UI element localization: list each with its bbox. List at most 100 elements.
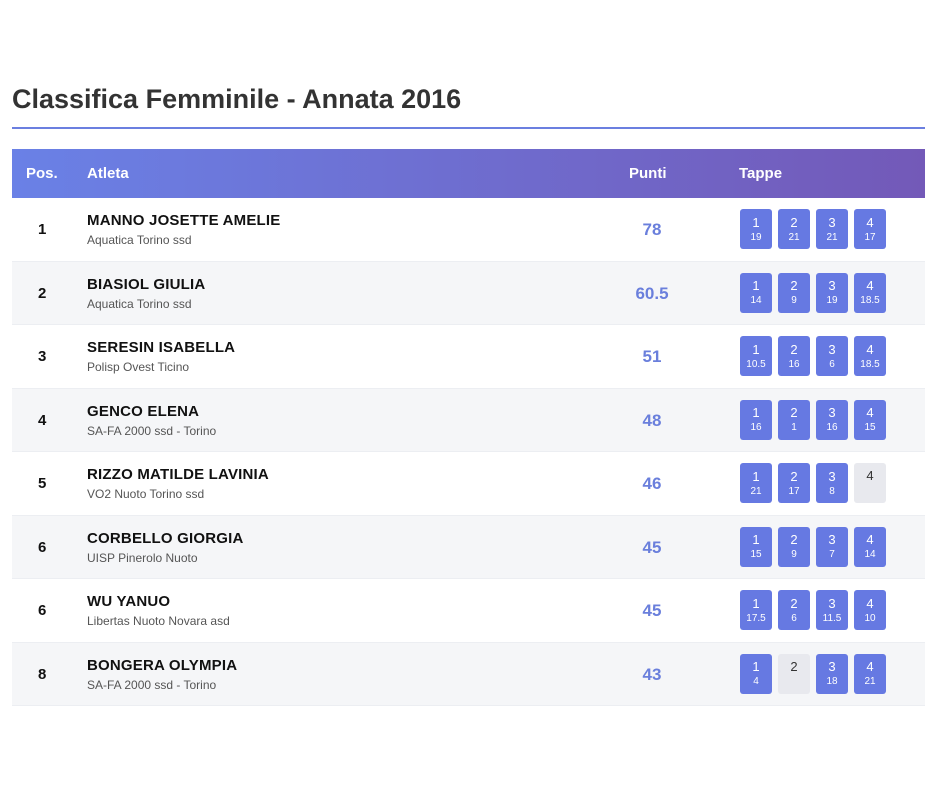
stage-number: 4 (866, 595, 874, 611)
stage-badge: 3 18 (816, 653, 848, 694)
stage-points: 1 (791, 422, 797, 433)
stage-points: 9 (791, 549, 797, 560)
stage-number: 1 (752, 341, 760, 357)
athlete-points: 45 (642, 537, 662, 557)
stage-number: 2 (790, 468, 798, 484)
row-position: 3 (38, 348, 47, 365)
table-row: 1 MANNO JOSETTE AMELIE Aquatica Torino ssd… (12, 198, 925, 262)
stage-number: 2 (790, 658, 798, 674)
table-header: Pos. Atleta Punti Tappe (12, 149, 925, 198)
stage-points: 4 (753, 676, 759, 687)
athlete-club: Polisp Ovest Ticino (87, 360, 190, 374)
stage-number: 1 (752, 595, 760, 611)
stage-badges: 1 10.5 2 16 3 6 4 18.5 (740, 336, 886, 376)
stage-points: 16 (826, 422, 838, 433)
header-athlete: Atleta (87, 165, 129, 182)
stage-badges: 1 19 2 21 3 21 4 17 (740, 209, 886, 249)
stage-number: 2 (790, 341, 798, 357)
stage-badges: 1 15 2 9 3 7 4 14 (740, 526, 886, 567)
table-row: 4 GENCO ELENA SA-FA 2000 ssd - Torino 48 1 16… (12, 388, 925, 452)
stage-number: 1 (752, 278, 760, 293)
athlete-name: RIZZO MATILDE LAVINIA (87, 466, 269, 483)
stage-number: 3 (828, 659, 836, 674)
stage-points: 21 (750, 485, 762, 497)
athlete-points: 51 (642, 347, 662, 366)
stage-number: 4 (866, 214, 874, 230)
stage-badges: 1 14 2 9 3 19 4 18.5 (740, 272, 886, 313)
stage-points: 6 (829, 358, 835, 370)
athlete-club: Aquatica Torino ssd (87, 296, 192, 311)
stage-number: 3 (828, 278, 836, 293)
stage-points: 18.5 (860, 295, 880, 306)
table-row: 2 BIASIOL GIULIA Aquatica Torino ssd 60.5 1 1… (12, 261, 925, 325)
athlete-name: CORBELLO GIORGIA (87, 529, 244, 547)
stage-badge: 2 17 (778, 463, 810, 503)
stage-number: 1 (752, 214, 760, 230)
stage-number: 3 (828, 595, 836, 611)
stage-points: 14 (750, 295, 762, 306)
stage-number: 2 (790, 595, 798, 611)
stage-points: 10 (864, 612, 876, 624)
stage-badge: 3 11.5 (816, 590, 848, 630)
stage-points: 19 (750, 231, 762, 243)
stage-points: 11.5 (822, 612, 842, 624)
athlete-name: GENCO ELENA (87, 402, 200, 420)
athlete-club: UISP Pinerolo Nuoto (87, 550, 198, 565)
stage-badge: 1 10.5 (740, 336, 772, 376)
stage-number: 3 (828, 341, 836, 357)
athlete-points: 45 (642, 601, 662, 620)
stage-points: 17.5 (746, 612, 766, 624)
row-position: 1 (38, 221, 47, 238)
stage-number: 2 (790, 214, 798, 230)
stage-badge: 4 10 (854, 590, 886, 630)
stage-points: 15 (750, 549, 762, 560)
stage-points: 21 (826, 231, 838, 243)
stage-badge: 4 21 (854, 653, 886, 694)
athlete-name: WU YANUO (87, 593, 171, 610)
stage-points: 9 (791, 295, 797, 306)
athlete-club: VO2 Nuoto Torino ssd (87, 487, 205, 501)
athlete-club: SA-FA 2000 ssd - Torino (87, 677, 217, 692)
stage-badges: 1 16 2 1 3 16 4 15 (740, 399, 886, 440)
stage-badge: 4 18.5 (854, 336, 886, 376)
athlete-points: 46 (642, 474, 662, 493)
table-body: 1 MANNO JOSETTE AMELIE Aquatica Torino ssd… (12, 198, 925, 706)
stage-number: 4 (866, 278, 874, 293)
athlete-club: Libertas Nuoto Novara asd (87, 614, 230, 628)
title-divider (12, 127, 925, 129)
stage-points: 21 (864, 676, 876, 687)
table-row: 3 SERESIN ISABELLA Polisp Ovest Ticino 51 1 1… (12, 325, 925, 389)
stage-badge: 1 17.5 (740, 590, 772, 630)
stage-badge: 3 16 (816, 399, 848, 440)
stage-points: 18.5 (860, 358, 880, 370)
stage-badge: 1 15 (740, 526, 772, 567)
stage-badges: 1 21 2 17 3 8 4 (740, 463, 886, 503)
stage-points: 8 (829, 485, 835, 497)
stage-badge: 3 21 (816, 209, 848, 249)
stage-number: 4 (866, 532, 874, 547)
athlete-points: 48 (642, 410, 662, 430)
row-position: 2 (38, 284, 47, 302)
stage-badge: 3 19 (816, 272, 848, 313)
athlete-name: SERESIN ISABELLA (87, 339, 236, 356)
table-row: 6 CORBELLO GIORGIA UISP Pinerolo Nuoto 45 1 1… (12, 515, 925, 579)
stage-number: 1 (752, 659, 760, 674)
stage-number: 4 (866, 405, 874, 420)
athlete-club: SA-FA 2000 ssd - Torino (87, 423, 217, 438)
row-position: 4 (38, 411, 47, 429)
stage-number: 3 (828, 405, 836, 420)
header-position: Pos. (26, 165, 58, 182)
stage-number: 1 (752, 532, 760, 547)
header-points: Punti (629, 165, 667, 182)
stage-badge: 4 18.5 (854, 272, 886, 313)
stage-badge: 1 16 (740, 399, 772, 440)
athlete-points: 60.5 (635, 283, 669, 303)
table-row: 8 BONGERA OLYMPIA SA-FA 2000 ssd - Torino 4… (12, 642, 925, 706)
stage-number: 1 (752, 405, 760, 420)
stage-number: 2 (790, 532, 798, 547)
row-position: 6 (38, 602, 47, 619)
stage-badges: 1 4 2 3 18 4 21 (740, 653, 886, 694)
